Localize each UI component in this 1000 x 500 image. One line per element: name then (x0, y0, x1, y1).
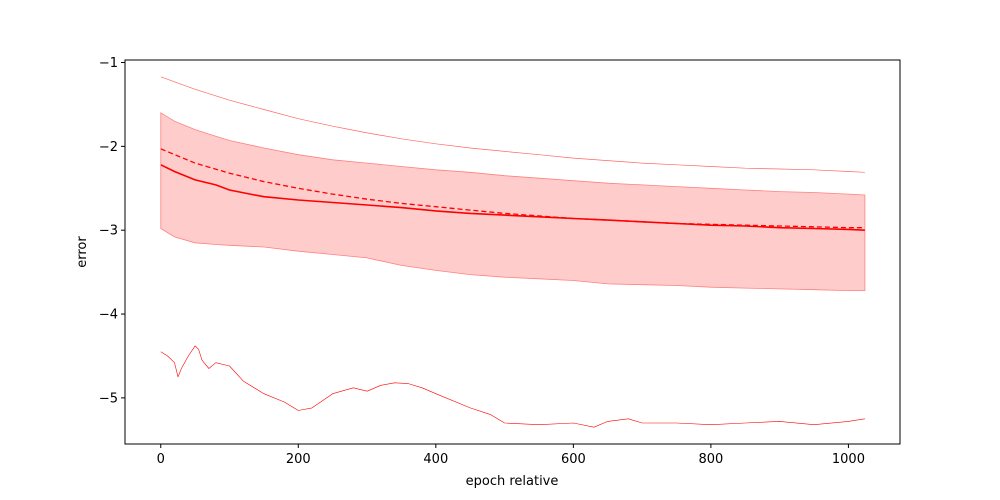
x-tick-label: 0 (157, 452, 165, 467)
y-tick-label: −5 (99, 391, 118, 406)
x-tick-label: 400 (423, 452, 448, 467)
plot-area (160, 76, 866, 428)
x-axis-label: epoch relative (466, 474, 559, 489)
y-tick-label: −3 (99, 224, 118, 239)
x-tick-label: 600 (561, 452, 586, 467)
min-line (160, 345, 865, 428)
x-tick-label: 800 (698, 452, 723, 467)
x-tick-label: 200 (286, 452, 311, 467)
plot-frame (124, 59, 901, 445)
spread-band (160, 112, 866, 291)
mean-line (160, 148, 865, 229)
max-line (160, 76, 865, 173)
y-axis-label: error (75, 236, 90, 268)
y-tick-label: −4 (99, 308, 118, 323)
x-tick-label: 1000 (832, 452, 865, 467)
y-tick-label: −2 (99, 140, 118, 155)
y-tick-label: −1 (99, 56, 118, 71)
axes: 0 200 400 600 800 1000 −1 −2 −3 −4 −5 (99, 56, 865, 467)
median-line (160, 164, 865, 231)
